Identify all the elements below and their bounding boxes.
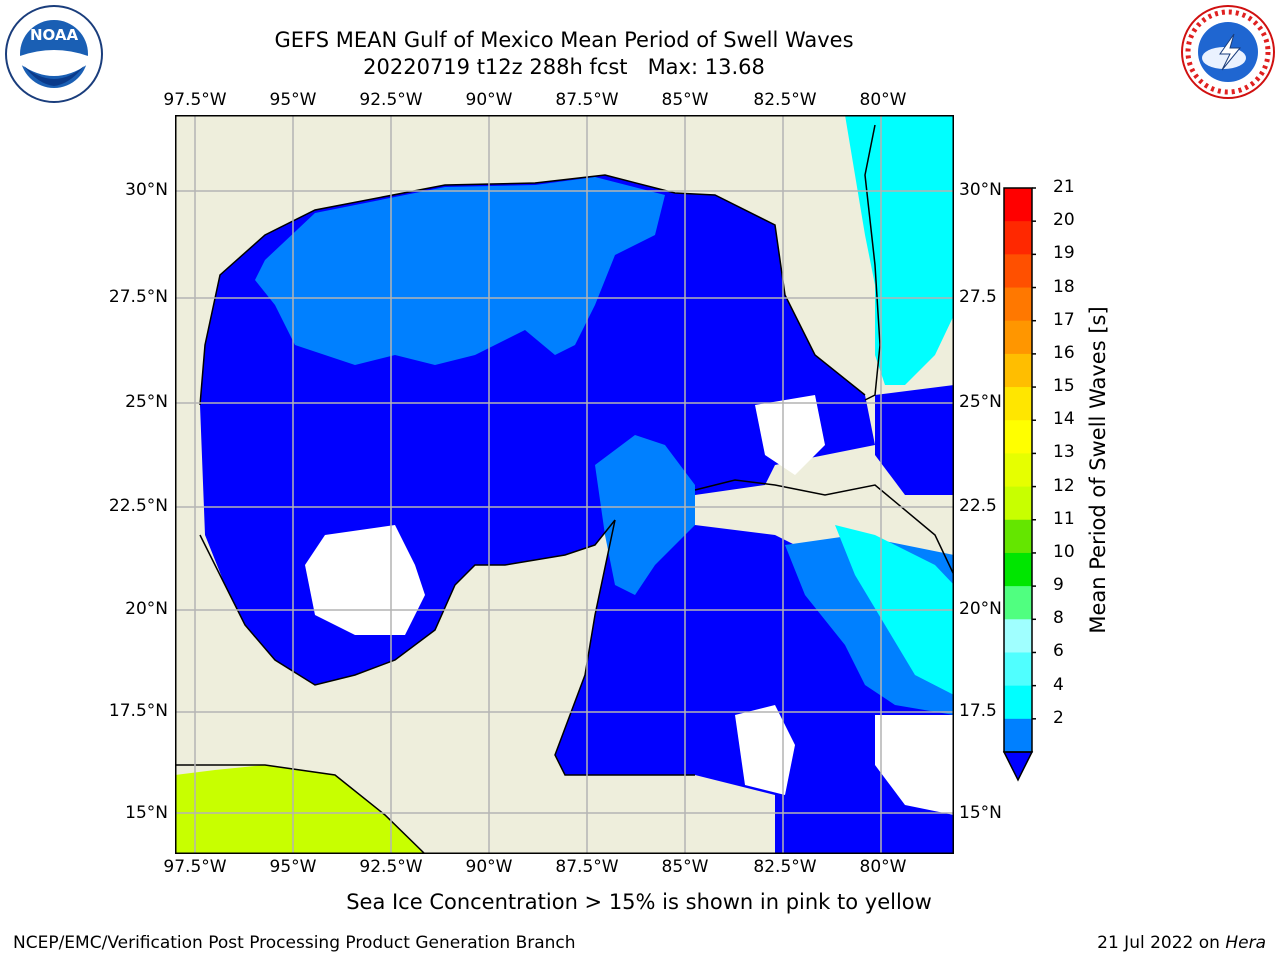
lat-label-right: 27.5 [959, 287, 997, 307]
colorbar-segment [1004, 552, 1032, 587]
colorbar-segment [1004, 188, 1032, 222]
colorbar-label: Mean Period of Swell Waves [s] [1086, 306, 1110, 634]
ice-note: Sea Ice Concentration > 15% is shown in … [0, 890, 1280, 914]
lon-label-bottom: 87.5°W [555, 857, 619, 877]
colorbar-tick-label: 16 [1053, 342, 1075, 363]
nodata-patch [875, 715, 954, 815]
colorbar-tick-label: 10 [1053, 541, 1075, 562]
colorbar-tick-label: 4 [1053, 674, 1064, 695]
colorbar-segments [1004, 188, 1032, 753]
lon-label-top: 97.5°W [163, 90, 227, 110]
gulf-east-mid [595, 435, 695, 595]
lon-label-top: 92.5°W [359, 90, 423, 110]
lat-label-right: 22.5 [959, 496, 997, 516]
colorbar-tick-label: 21 [1053, 177, 1075, 197]
lon-label-top: 95°W [269, 90, 317, 110]
lon-label-bottom: 92.5°W [359, 857, 423, 877]
colorbar-tick-label: 17 [1053, 309, 1075, 330]
lon-label-top: 82.5°W [753, 90, 817, 110]
colorbar-tick-label: 14 [1053, 409, 1075, 430]
nodata-patch [755, 395, 825, 475]
colorbar-tick-label: 15 [1053, 376, 1075, 397]
colorbar-segment [1004, 387, 1032, 421]
colorbar-tick-label: 9 [1053, 575, 1064, 596]
lon-label-bottom: 97.5°W [163, 857, 227, 877]
colorbar-tick-label: 18 [1053, 276, 1075, 297]
colorbar-tick-label: 12 [1053, 475, 1075, 496]
nodata-patch [735, 705, 795, 795]
run-date-text: 21 Jul 2022 on [1097, 933, 1226, 953]
colorbar-segment [1004, 685, 1032, 720]
colorbar-segment [1004, 320, 1032, 355]
lat-label-right: 17.5 [959, 701, 997, 721]
colorbar-segment [1004, 486, 1032, 521]
colorbar [1002, 187, 1036, 782]
lat-label-left: 20°N [125, 599, 168, 619]
graticule [175, 115, 954, 854]
chart-subtitle: 20220719 t12z 288h fcst Max: 13.68 [363, 55, 765, 79]
atlantic-ocean [875, 385, 954, 495]
noaa-logo: NOAA [5, 5, 103, 103]
lon-label-bottom: 80°W [859, 857, 907, 877]
lat-label-right: 25°N [959, 392, 1002, 412]
map-panel [175, 115, 954, 854]
lat-label-left: 27.5°N [108, 287, 168, 307]
lat-label-right: 15°N [959, 803, 1002, 823]
branch-credit: NCEP/EMC/Verification Post Processing Pr… [13, 933, 576, 953]
nws-logo [1181, 5, 1275, 99]
nodata-patch [305, 525, 425, 635]
colorbar-extend-arrow [1002, 751, 1034, 782]
pacific-swell-area [175, 765, 425, 854]
lat-label-right: 20°N [959, 599, 1002, 619]
lat-label-left: 15°N [125, 803, 168, 823]
lon-label-bottom: 95°W [269, 857, 317, 877]
lat-label-left: 22.5°N [108, 496, 168, 516]
atlantic-cyan [845, 115, 954, 385]
colorbar-segment [1004, 519, 1032, 554]
colorbar-tick-label: 20 [1053, 210, 1075, 231]
colorbar-segment [1004, 453, 1032, 488]
noaa-text: NOAA [30, 26, 79, 44]
gulf-north-mid [255, 177, 665, 365]
lat-label-left: 25°N [125, 392, 168, 412]
colorbar-segment [1004, 619, 1032, 653]
lat-label-right: 30°N [959, 180, 1002, 200]
colorbar-segment [1004, 221, 1032, 255]
colorbar-segment [1004, 353, 1032, 388]
lon-label-bottom: 85°W [661, 857, 709, 877]
colorbar-segment [1004, 652, 1032, 687]
lat-label-left: 30°N [125, 180, 168, 200]
colorbar-segment [1004, 586, 1032, 620]
run-date: 21 Jul 2022 on Hera [1097, 933, 1266, 953]
colorbar-tick-label: 13 [1053, 442, 1075, 463]
map-frame [175, 115, 954, 854]
colorbar-frame [1003, 187, 1033, 753]
run-host: Hera [1225, 933, 1266, 953]
colorbar-tick-label: 2 [1053, 707, 1064, 728]
chart-title: GEFS MEAN Gulf of Mexico Mean Period of … [274, 28, 854, 52]
lat-label-left: 17.5°N [108, 701, 168, 721]
colorbar-ticks [1032, 187, 1036, 720]
colorbar-segment [1004, 718, 1032, 753]
lon-label-bottom: 90°W [465, 857, 513, 877]
lon-label-top: 87.5°W [555, 90, 619, 110]
lon-label-bottom: 82.5°W [753, 857, 817, 877]
colorbar-tick-label: 11 [1053, 508, 1075, 529]
colorbar-segment [1004, 254, 1032, 289]
colorbar-tick-label: 8 [1053, 608, 1064, 629]
lon-label-top: 80°W [859, 90, 907, 110]
colorbar-segment [1004, 287, 1032, 322]
ice-note-text: Sea Ice Concentration > 15% is shown in … [346, 890, 932, 914]
colorbar-segment [1004, 420, 1032, 454]
colorbar-tick-label: 19 [1053, 243, 1075, 264]
lon-label-top: 85°W [661, 90, 709, 110]
lon-label-top: 90°W [465, 90, 513, 110]
colorbar-tick-label: 6 [1053, 641, 1064, 662]
